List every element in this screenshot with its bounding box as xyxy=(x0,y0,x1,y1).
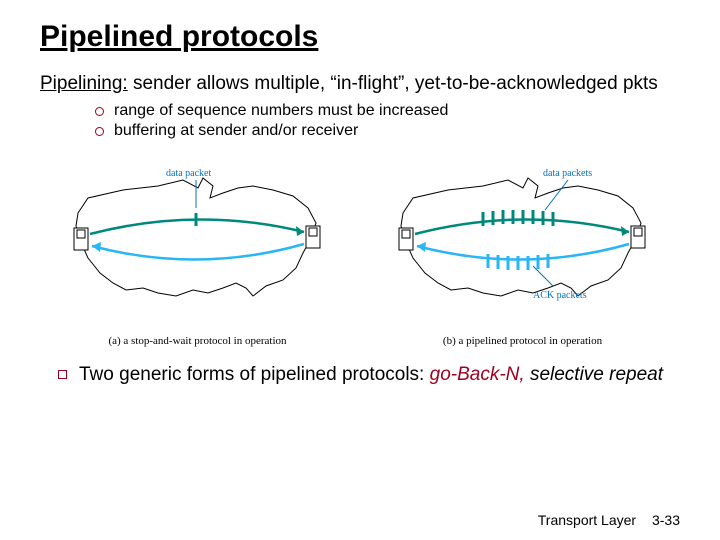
map-outline xyxy=(401,178,641,296)
host-right-screen xyxy=(634,228,642,236)
square-bullet-icon xyxy=(58,370,67,379)
bullet-icon xyxy=(95,107,104,116)
diagram-panel-left: data packet (a) a stop-and-wait protocol… xyxy=(48,158,348,347)
label-data-packet: data packet xyxy=(166,168,211,179)
intro-term: Pipelining: xyxy=(40,73,128,94)
label-leader-top xyxy=(545,180,568,210)
sub-bullet-item: range of sequence numbers must be increa… xyxy=(95,102,680,120)
data-ticks xyxy=(483,210,553,226)
diagram-svg-left: data packet xyxy=(48,158,348,328)
intro-rest: sender allows multiple, “in-flight”, yet… xyxy=(128,73,658,94)
host-left-screen xyxy=(402,230,410,238)
host-left-screen xyxy=(77,230,85,238)
sub-bullet-text: buffering at sender and/or receiver xyxy=(114,122,358,140)
footer-page: 3-33 xyxy=(652,512,680,528)
ack-arrowhead xyxy=(92,242,101,252)
gbn-term: go-Back-N, xyxy=(430,364,525,385)
diagram-svg-right: data packets ACK packets xyxy=(373,158,673,328)
slide-title: Pipelined protocols xyxy=(40,20,680,54)
label-data-packets: data packets xyxy=(543,168,592,179)
bottom-text: Two generic forms of pipelined protocols… xyxy=(79,363,663,387)
ack-arc xyxy=(417,244,629,260)
ack-ticks xyxy=(488,254,548,270)
bullet-icon xyxy=(95,127,104,136)
sr-term: selective repeat xyxy=(530,364,663,385)
ack-arrowhead xyxy=(417,242,426,252)
label-leader-bottom xyxy=(533,266,553,286)
intro-paragraph: Pipelining: sender allows multiple, “in-… xyxy=(40,72,680,96)
diagram-caption-left: (a) a stop-and-wait protocol in operatio… xyxy=(48,335,348,347)
bottom-paragraph: Two generic forms of pipelined protocols… xyxy=(58,363,680,387)
host-right-screen xyxy=(309,228,317,236)
slide-footer: Transport Layer 3-33 xyxy=(538,512,680,528)
sub-bullet-text: range of sequence numbers must be increa… xyxy=(114,102,448,120)
bottom-lead: Two generic forms of pipelined protocols… xyxy=(79,364,430,385)
sub-bullet-list: range of sequence numbers must be increa… xyxy=(95,102,680,140)
diagram-row: data packet (a) a stop-and-wait protocol… xyxy=(40,158,680,347)
sub-bullet-item: buffering at sender and/or receiver xyxy=(95,122,680,140)
ack-arc xyxy=(92,244,304,260)
diagram-panel-right: data packets ACK packets (b) a pipelined… xyxy=(373,158,673,347)
footer-chapter: Transport Layer xyxy=(538,512,636,528)
label-ack-packets: ACK packets xyxy=(533,290,587,301)
diagram-caption-right: (b) a pipelined protocol in operation xyxy=(373,335,673,347)
